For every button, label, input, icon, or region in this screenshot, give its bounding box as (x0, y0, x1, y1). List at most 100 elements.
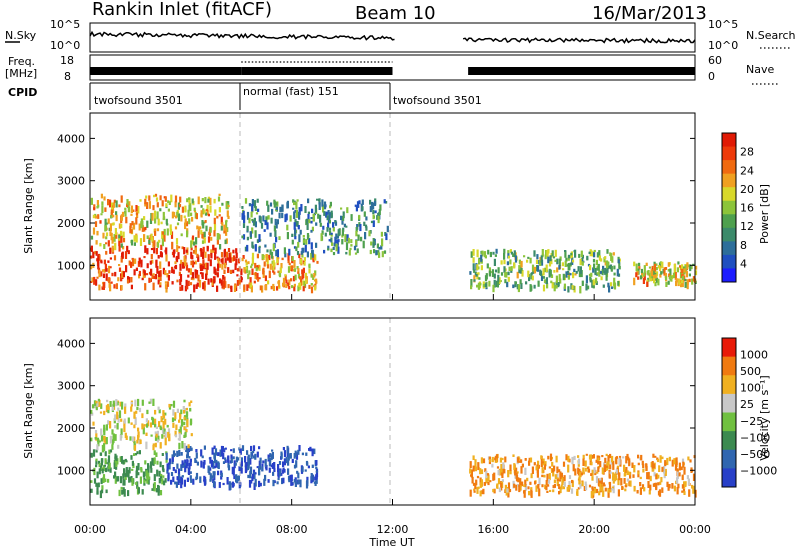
velocity-echo-cell (273, 468, 276, 472)
power-echo-cell (254, 272, 257, 276)
velocity-echo-cell (311, 464, 314, 468)
power-echo-cell (301, 253, 304, 258)
power-echo-cell (684, 278, 687, 282)
power-echo-cell (330, 248, 333, 253)
velocity-echo-cell (656, 457, 659, 461)
velocity-echo-cell (618, 472, 621, 481)
power-echo-cell (660, 271, 663, 275)
power-echo-cell (113, 199, 116, 203)
power-echo-cell (217, 196, 221, 202)
power-echo-cell (185, 249, 188, 253)
power-echo-cell (258, 277, 261, 280)
power-echo-cell (211, 279, 214, 286)
power-echo-cell (284, 274, 287, 281)
power-echo-cell (675, 281, 678, 287)
velocity-echo-cell (518, 457, 521, 460)
power-echo-cell (588, 273, 592, 277)
power-echo-cell (286, 232, 289, 240)
power-echo-cell (694, 270, 698, 276)
power-echo-cell (210, 249, 213, 257)
velocity-echo-cell (90, 452, 93, 458)
freq-tick-bottom: 8 (64, 70, 71, 83)
power-echo-cell (220, 252, 224, 258)
power-echo-cell (641, 274, 644, 277)
power-echo-cell (581, 280, 584, 286)
power-echo-cell (485, 273, 488, 280)
power-echo-cell (213, 224, 217, 231)
velocity-echo-cell (127, 417, 130, 424)
power-echo-cell (159, 273, 162, 282)
power-echo-cell (122, 231, 125, 238)
velocity-echo-cell (469, 468, 472, 474)
velocity-echo-cell (98, 463, 101, 468)
power-echo-cell (106, 222, 109, 225)
velocity-echo-cell (161, 434, 164, 439)
velocity-echo-cell (585, 483, 588, 491)
velocity-echo-cell (591, 455, 594, 459)
power-echo-cell (509, 249, 512, 253)
power-echo-cell (125, 265, 128, 273)
velocity-echo-cell (184, 465, 187, 473)
power-echo-cell (144, 245, 147, 253)
velocity-echo-cell (161, 465, 165, 471)
power-echo-cell (287, 266, 291, 273)
velocity-echo-cell (127, 469, 130, 478)
power-echo-cell (655, 266, 658, 271)
velocity-echo-cell (503, 469, 506, 474)
power-echo-cell (100, 213, 103, 216)
velocity-echo-cell (602, 482, 605, 487)
velocity-echo-cell (238, 447, 241, 451)
velocity-ytick-label: 1000 (57, 464, 85, 477)
power-echo-cell (478, 259, 481, 265)
velocity-echo-cell (259, 457, 262, 464)
velocity-echo-cell (567, 455, 570, 462)
power-echo-cell (254, 262, 257, 269)
power-echo-cell (273, 271, 276, 275)
power-echo-cell (653, 274, 656, 279)
power-echo-cell (659, 266, 662, 272)
power-echo-cell (132, 209, 135, 212)
velocity-echo-cell (469, 489, 472, 497)
power-echo-cell (103, 244, 106, 249)
velocity-echo-cell (149, 398, 152, 404)
power-echo-cell (163, 234, 166, 242)
power-echo-cell (101, 286, 104, 290)
power-echo-cell (617, 273, 621, 277)
power-echo-cell (244, 259, 248, 263)
power-echo-cell (192, 278, 195, 281)
velocity-echo-cell (183, 462, 186, 466)
power-echo-cell (363, 211, 366, 217)
power-echo-cell (228, 255, 231, 263)
power-echo-cell (124, 210, 127, 217)
power-echo-cell (140, 221, 143, 229)
velocity-echo-cell (649, 475, 652, 482)
power-echo-cell (246, 244, 249, 252)
power-echo-cell (244, 246, 247, 252)
velocity-echo-cell (95, 460, 98, 465)
power-echo-cell (377, 212, 380, 216)
velocity-echo-cell (212, 480, 216, 488)
power-echo-cell (306, 218, 309, 224)
power-echo-cell (494, 254, 497, 257)
power-echo-cell (175, 259, 179, 263)
velocity-echo-cell (651, 466, 654, 472)
power-echo-cell (242, 223, 246, 228)
velocity-echo-cell (592, 490, 595, 496)
power-echo-cell (664, 273, 668, 281)
power-echo-cell (193, 210, 197, 213)
velocity-echo-cell (285, 456, 288, 464)
velocity-echo-cell (153, 485, 156, 492)
power-echo-cell (663, 267, 666, 270)
x-tick-label: 08:00 (276, 523, 308, 536)
power-echo-cell (503, 253, 506, 260)
power-echo-cell (610, 266, 613, 272)
power-echo-cell (380, 231, 383, 237)
power-echo-cell (594, 270, 597, 276)
velocity-echo-cell (116, 476, 119, 482)
power-echo-cell (585, 283, 588, 291)
velocity-echo-cell (631, 462, 634, 468)
power-echo-cell (217, 233, 220, 240)
velocity-echo-cell (654, 455, 657, 458)
velocity-echo-cell (591, 469, 594, 476)
power-echo-cell (183, 247, 186, 255)
